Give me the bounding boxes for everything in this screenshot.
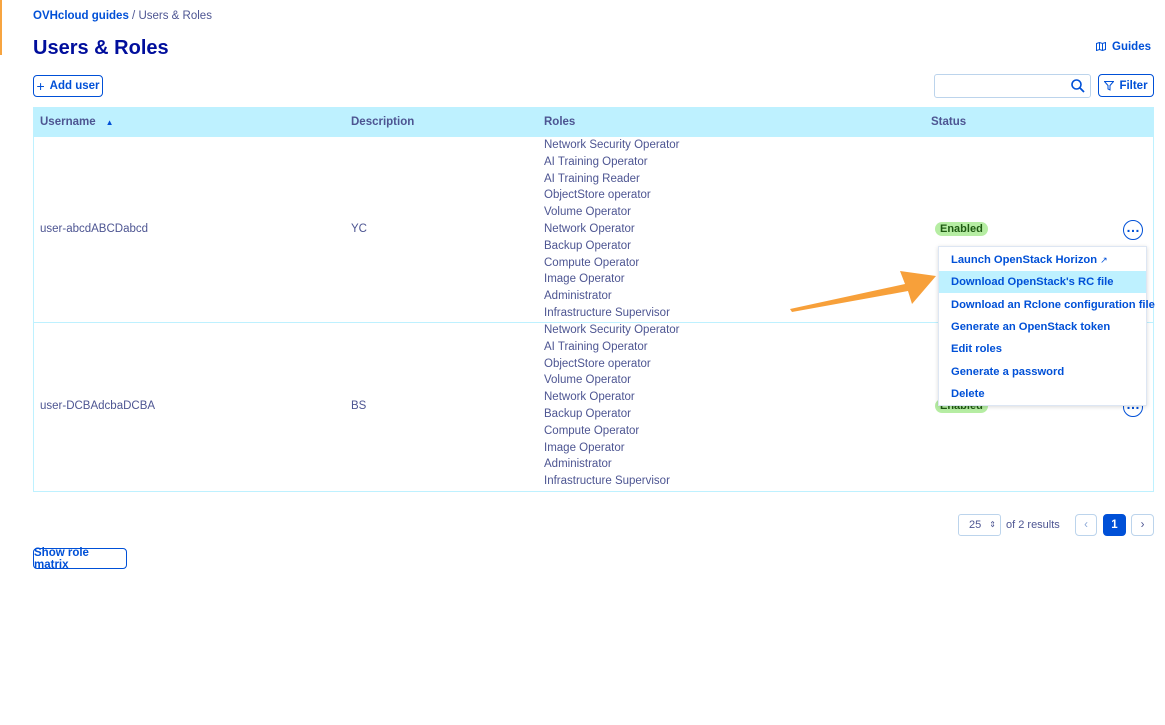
guides-link[interactable]: Guides: [1096, 41, 1151, 53]
breadcrumb-separator: /: [132, 10, 136, 22]
breadcrumb-link[interactable]: OVHcloud guides: [33, 10, 129, 22]
username: user-DCBAdcbaDCBA: [40, 399, 156, 412]
role: Network Operator: [544, 223, 635, 235]
menu-item[interactable]: Edit roles: [951, 343, 1002, 356]
filter-icon: [1104, 80, 1115, 91]
page-size-select[interactable]: 25 ⇕: [958, 514, 1001, 536]
guides-label: Guides: [1112, 41, 1151, 53]
column-header: Description: [351, 116, 415, 128]
page-size-value: 25: [969, 519, 982, 531]
role: Administrator: [544, 290, 612, 303]
role: Infrastructure Supervisor: [544, 307, 670, 319]
add-user-button[interactable]: + Add user: [33, 75, 103, 97]
role: Image Operator: [544, 273, 625, 286]
role: Image Operator: [544, 441, 625, 454]
table-header: [33, 107, 1154, 137]
role: Volume Operator: [544, 206, 631, 219]
breadcrumb-current: Users & Roles: [138, 10, 212, 22]
description: YC: [351, 222, 367, 235]
role: ObjectStore operator: [544, 357, 651, 370]
plus-icon: +: [36, 78, 45, 94]
search-icon[interactable]: [1071, 79, 1085, 93]
role: Backup Operator: [544, 408, 631, 420]
menu-item[interactable]: Download an Rclone configuration file: [951, 298, 1155, 311]
username: user-abcdABCDabcd: [40, 222, 149, 235]
prev-page-button[interactable]: ‹: [1075, 514, 1097, 536]
search-input[interactable]: [934, 74, 1091, 98]
role: Network Security Operator: [544, 139, 680, 151]
add-user-label: Add user: [49, 80, 100, 92]
next-page-button[interactable]: ›: [1131, 514, 1154, 536]
accent-bar: [0, 0, 2, 55]
show-role-matrix-button[interactable]: Show role matrix: [33, 547, 127, 571]
menu-item[interactable]: Generate a password: [951, 365, 1065, 378]
role: AI Training Operator: [544, 340, 648, 353]
row-divider: [33, 322, 1154, 323]
role: Volume Operator: [544, 374, 631, 387]
status-badge: Enabled: [935, 221, 988, 236]
role: Backup Operator: [544, 239, 631, 252]
results-count: of 2 results: [1006, 519, 1060, 531]
external-link-icon: ↗: [1100, 255, 1108, 265]
filter-label: Filter: [1119, 79, 1148, 92]
column-header: Roles: [544, 116, 576, 128]
description: BS: [351, 399, 367, 412]
guides-icon: [1096, 41, 1106, 52]
menu-item[interactable]: Generate an OpenStack token: [951, 320, 1111, 333]
select-arrow: ⇕: [989, 520, 996, 529]
role: Network Security Operator: [544, 324, 680, 336]
role: Administrator: [544, 458, 612, 471]
column-header: Status: [931, 116, 967, 128]
role: AI Training Operator: [544, 155, 648, 168]
page-button[interactable]: 1: [1103, 514, 1126, 536]
role: Infrastructure Supervisor: [544, 475, 670, 488]
role: Network Operator: [544, 391, 635, 404]
action-menu: Launch OpenStack Horizon ↗ Download OpenSt…: [938, 246, 1155, 406]
role: ObjectStore operator: [544, 189, 651, 202]
menu-item[interactable]: Download OpenStack's RC file: [939, 271, 1146, 294]
column-header[interactable]: Username ▲︎: [40, 107, 114, 137]
menu-item[interactable]: Launch OpenStack Horizon ↗: [951, 254, 1108, 266]
sort-icon[interactable]: ▲︎: [105, 118, 114, 127]
row-actions-button[interactable]: …: [1123, 219, 1143, 240]
role: AI Training Reader: [544, 172, 640, 185]
role: Compute Operator: [544, 256, 640, 269]
column-label: Username: [40, 116, 96, 128]
menu-item[interactable]: Delete: [951, 387, 985, 400]
role: Compute Operator: [544, 424, 640, 437]
filter-button[interactable]: Filter: [1098, 74, 1154, 97]
breadcrumb: OVHcloud guides / Users & Roles: [33, 10, 212, 22]
page-title: Users & Roles: [33, 37, 169, 59]
